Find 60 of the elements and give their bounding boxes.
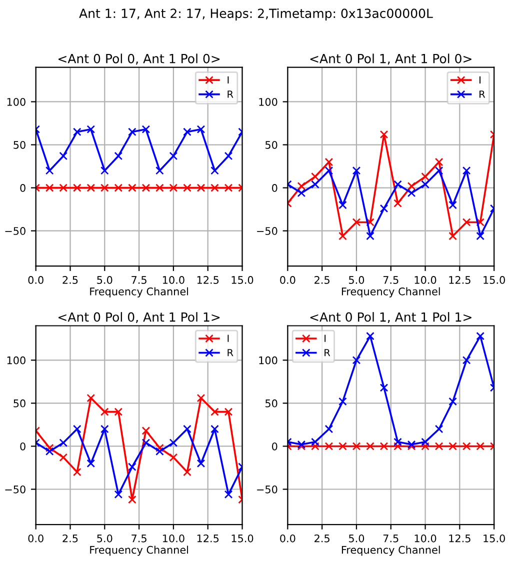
x-tick-label: 12.5 — [197, 276, 219, 284]
x-tick-label: 10.0 — [414, 276, 436, 284]
y-tick-label: −50 — [257, 227, 278, 235]
x-tick-label: 0.0 — [28, 534, 44, 542]
x-tick-label: 7.5 — [383, 276, 398, 284]
x-tick-label: 10.0 — [414, 534, 436, 542]
x-tick-label: 5.0 — [348, 276, 364, 284]
x-tick-label: 15.0 — [484, 534, 505, 542]
text: Ant 1: 17, Ant 2: 17, Heaps: 2,Timetamp: 0x13ac00000L — [79, 8, 433, 21]
x-tick-label: 7.5 — [132, 276, 146, 284]
x-tick-label: 15.0 — [232, 534, 254, 542]
legend-label: R — [228, 349, 234, 356]
y-tick-label: 100 — [259, 98, 278, 106]
x-tick-label: 12.5 — [449, 276, 470, 284]
x-tick-label: 5.0 — [97, 534, 112, 542]
x-axis-title: Frequency Channel — [342, 287, 440, 298]
x-tick-label: 5.0 — [97, 276, 112, 284]
legend-label: R — [480, 90, 486, 98]
y-tick-label: 50 — [265, 140, 278, 149]
x-axis-title: Frequency Channel — [90, 287, 188, 298]
y-tick-label: 0 — [20, 442, 26, 450]
x-tick-label: 12.5 — [449, 534, 470, 542]
x-tick-label: 0.0 — [28, 276, 44, 284]
y-tick-label: 0 — [20, 184, 26, 192]
y-tick-label: 50 — [14, 399, 26, 408]
y-tick-label: 0 — [272, 184, 278, 192]
y-tick-label: 100 — [259, 356, 278, 364]
legend-label: R — [324, 349, 330, 356]
x-tick-label: 0.0 — [280, 534, 296, 542]
x-tick-label: 2.5 — [62, 534, 78, 542]
legend-label: I — [228, 76, 229, 84]
x-axis-title: Frequency Channel — [342, 546, 440, 556]
chart-title: <Ant 0 Pol 0, Ant 1 Pol 0> — [58, 54, 220, 65]
y-tick-label: 50 — [14, 140, 26, 149]
chart-title: <Ant 0 Pol 0, Ant 1 Pol 1> — [58, 312, 220, 324]
y-tick-label: −50 — [5, 485, 26, 494]
legend-label: I — [228, 334, 229, 342]
y-tick-label: 0 — [272, 442, 278, 450]
y-tick-label: 100 — [7, 356, 26, 364]
x-tick-label: 10.0 — [162, 276, 184, 284]
x-tick-label: 2.5 — [314, 534, 330, 542]
x-tick-label: 7.5 — [132, 534, 146, 542]
y-tick-label: 50 — [265, 399, 278, 408]
x-tick-label: 7.5 — [383, 534, 398, 542]
x-axis-title: Frequency Channel — [90, 546, 188, 556]
x-tick-label: 15.0 — [232, 276, 254, 284]
x-tick-label: 2.5 — [62, 276, 78, 284]
y-tick-label: −50 — [257, 485, 278, 494]
x-tick-label: 2.5 — [314, 276, 330, 284]
x-tick-label: 12.5 — [197, 534, 219, 542]
x-tick-label: 10.0 — [162, 534, 184, 542]
x-tick-label: 0.0 — [280, 276, 296, 284]
x-tick-label: 15.0 — [484, 276, 505, 284]
chart-title: <Ant 0 Pol 1, Ant 1 Pol 1> — [310, 312, 472, 324]
y-tick-label: 100 — [7, 98, 26, 106]
chart-title: <Ant 0 Pol 1, Ant 1 Pol 0> — [310, 54, 472, 65]
y-tick-label: −50 — [5, 227, 26, 235]
legend-label: R — [228, 90, 234, 98]
legend-label: I — [324, 334, 326, 342]
x-tick-label: 5.0 — [348, 534, 364, 542]
